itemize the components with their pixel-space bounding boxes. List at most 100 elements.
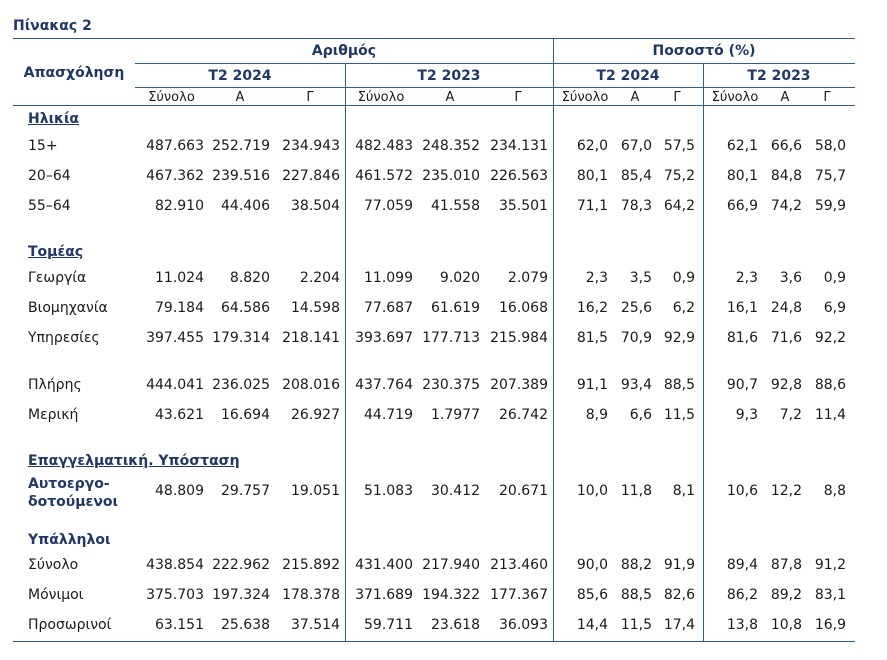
cell-women-2024-pct: 64,2 <box>663 198 695 214</box>
cell-total-2023-count: 393.697 <box>355 330 413 346</box>
table-title: Πίνακας 2 <box>13 18 92 34</box>
cell-women-2023-pct: 91,2 <box>814 557 846 573</box>
cell-total-2023-pct: 90,7 <box>726 377 758 393</box>
cell-women-2024-count: 218.141 <box>282 330 340 346</box>
cell-total-2024-count: 467.362 <box>146 168 204 184</box>
cell-men-2024-count: 16.694 <box>221 407 270 423</box>
cell-men-2024-pct: 67,0 <box>620 138 652 154</box>
cell-women-2024-pct: 91,9 <box>663 557 695 573</box>
subheader-men: Α <box>445 90 455 105</box>
cell-men-2023-count: 1.7977 <box>431 407 480 423</box>
cell-men-2024-pct: 11,8 <box>620 483 652 499</box>
cell-men-2023-count: 217.940 <box>422 557 480 573</box>
cell-total-2024-pct: 85,6 <box>576 587 608 603</box>
divider-pct-years <box>703 64 704 641</box>
cell-total-2023-count: 51.083 <box>364 483 413 499</box>
cell-men-2023-count: 177.713 <box>422 330 480 346</box>
cell-total-2024-count: 444.041 <box>146 377 204 393</box>
cell-women-2023-pct: 11,4 <box>814 407 846 423</box>
subheader-men: Α <box>235 90 245 105</box>
cell-men-2023-pct: 3,6 <box>779 270 802 286</box>
cell-total-2023-pct: 13,8 <box>726 617 758 633</box>
cell-women-2024-pct: 88,5 <box>663 377 695 393</box>
cell-men-2023-count: 30.412 <box>431 483 480 499</box>
row-label: 55–64 <box>28 198 71 214</box>
cell-total-2023-count: 77.059 <box>364 198 413 214</box>
cell-men-2024-count: 197.324 <box>212 587 270 603</box>
cell-women-2023-pct: 59,9 <box>814 198 846 214</box>
subheader-women: Γ <box>514 90 522 105</box>
cell-total-2024-count: 48.809 <box>155 483 204 499</box>
cell-women-2023-count: 35.501 <box>499 198 548 214</box>
cell-men-2024-count: 179.314 <box>212 330 270 346</box>
cell-women-2023-count: 2.079 <box>507 270 548 286</box>
cell-women-2023-pct: 83,1 <box>814 587 846 603</box>
cell-women-2024-count: 38.504 <box>291 198 340 214</box>
cell-total-2024-pct: 81,5 <box>576 330 608 346</box>
period-header-pct-2023: Τ2 2023 <box>747 68 811 84</box>
cell-total-2023-pct: 9,3 <box>735 407 758 423</box>
cell-men-2024-count: 44.406 <box>221 198 270 214</box>
cell-women-2023-count: 213.460 <box>490 557 548 573</box>
cell-women-2024-count: 26.927 <box>291 407 340 423</box>
cell-men-2024-count: 64.586 <box>221 300 270 316</box>
cell-men-2023-pct: 74,2 <box>770 198 802 214</box>
cell-total-2024-pct: 90,0 <box>576 557 608 573</box>
period-header-pct-2024: Τ2 2024 <box>596 68 660 84</box>
cell-women-2024-pct: 11,5 <box>663 407 695 423</box>
cell-women-2024-count: 208.016 <box>282 377 340 393</box>
cell-women-2024-count: 178.378 <box>282 587 340 603</box>
cell-men-2023-count: 9.020 <box>439 270 480 286</box>
cell-women-2023-pct: 92,2 <box>814 330 846 346</box>
cell-men-2023-pct: 71,6 <box>770 330 802 346</box>
cell-women-2023-count: 16.068 <box>499 300 548 316</box>
period-rule <box>135 87 855 88</box>
cell-women-2024-pct: 82,6 <box>663 587 695 603</box>
cell-women-2023-count: 215.984 <box>490 330 548 346</box>
cell-total-2023-count: 59.711 <box>364 617 413 633</box>
cell-total-2023-count: 437.764 <box>355 377 413 393</box>
section-professional-status: Επαγγελματική. Υπόσταση <box>28 453 240 469</box>
cell-men-2024-pct: 3,5 <box>629 270 652 286</box>
cell-total-2023-pct: 89,4 <box>726 557 758 573</box>
cell-total-2024-count: 82.910 <box>155 198 204 214</box>
subheader-total: Σύνολο <box>711 90 759 105</box>
cell-men-2023-pct: 87,8 <box>770 557 802 573</box>
cell-total-2023-count: 44.719 <box>364 407 413 423</box>
cell-men-2023-pct: 24,8 <box>770 300 802 316</box>
cell-total-2023-pct: 10,6 <box>726 483 758 499</box>
cell-men-2023-pct: 84,8 <box>770 168 802 184</box>
cell-women-2023-pct: 8,8 <box>823 483 846 499</box>
cell-men-2024-pct: 11,5 <box>620 617 652 633</box>
cell-total-2024-count: 63.151 <box>155 617 204 633</box>
cell-total-2023-count: 11.099 <box>364 270 413 286</box>
cell-men-2023-pct: 66,6 <box>770 138 802 154</box>
cell-men-2024-count: 239.516 <box>212 168 270 184</box>
cell-total-2023-pct: 16,1 <box>726 300 758 316</box>
cell-women-2024-pct: 8,1 <box>672 483 695 499</box>
divider-count-pct <box>553 38 554 641</box>
cell-men-2024-pct: 78,3 <box>620 198 652 214</box>
cell-men-2023-count: 248.352 <box>422 138 480 154</box>
cell-total-2023-count: 461.572 <box>355 168 413 184</box>
cell-total-2024-pct: 71,1 <box>576 198 608 214</box>
cell-women-2024-count: 227.846 <box>282 168 340 184</box>
section-employees: Υπάλληλοι <box>28 532 111 548</box>
cell-total-2024-pct: 14,4 <box>576 617 608 633</box>
header-bottom-rule <box>13 105 855 106</box>
cell-total-2023-count: 431.400 <box>355 557 413 573</box>
cell-women-2023-count: 207.389 <box>490 377 548 393</box>
cell-total-2024-pct: 80,1 <box>576 168 608 184</box>
cell-men-2023-count: 194.322 <box>422 587 480 603</box>
cell-women-2023-pct: 0,9 <box>823 270 846 286</box>
cell-total-2024-pct: 2,3 <box>585 270 608 286</box>
cell-women-2023-count: 234.131 <box>490 138 548 154</box>
cell-men-2024-pct: 88,5 <box>620 587 652 603</box>
cell-total-2024-pct: 91,1 <box>576 377 608 393</box>
cell-total-2023-pct: 2,3 <box>735 270 758 286</box>
subheader-total: Σύνολο <box>561 90 609 105</box>
top-rule <box>13 38 855 39</box>
cell-women-2023-count: 36.093 <box>499 617 548 633</box>
cell-total-2024-pct: 10,0 <box>576 483 608 499</box>
row-label: 20–64 <box>28 168 71 184</box>
